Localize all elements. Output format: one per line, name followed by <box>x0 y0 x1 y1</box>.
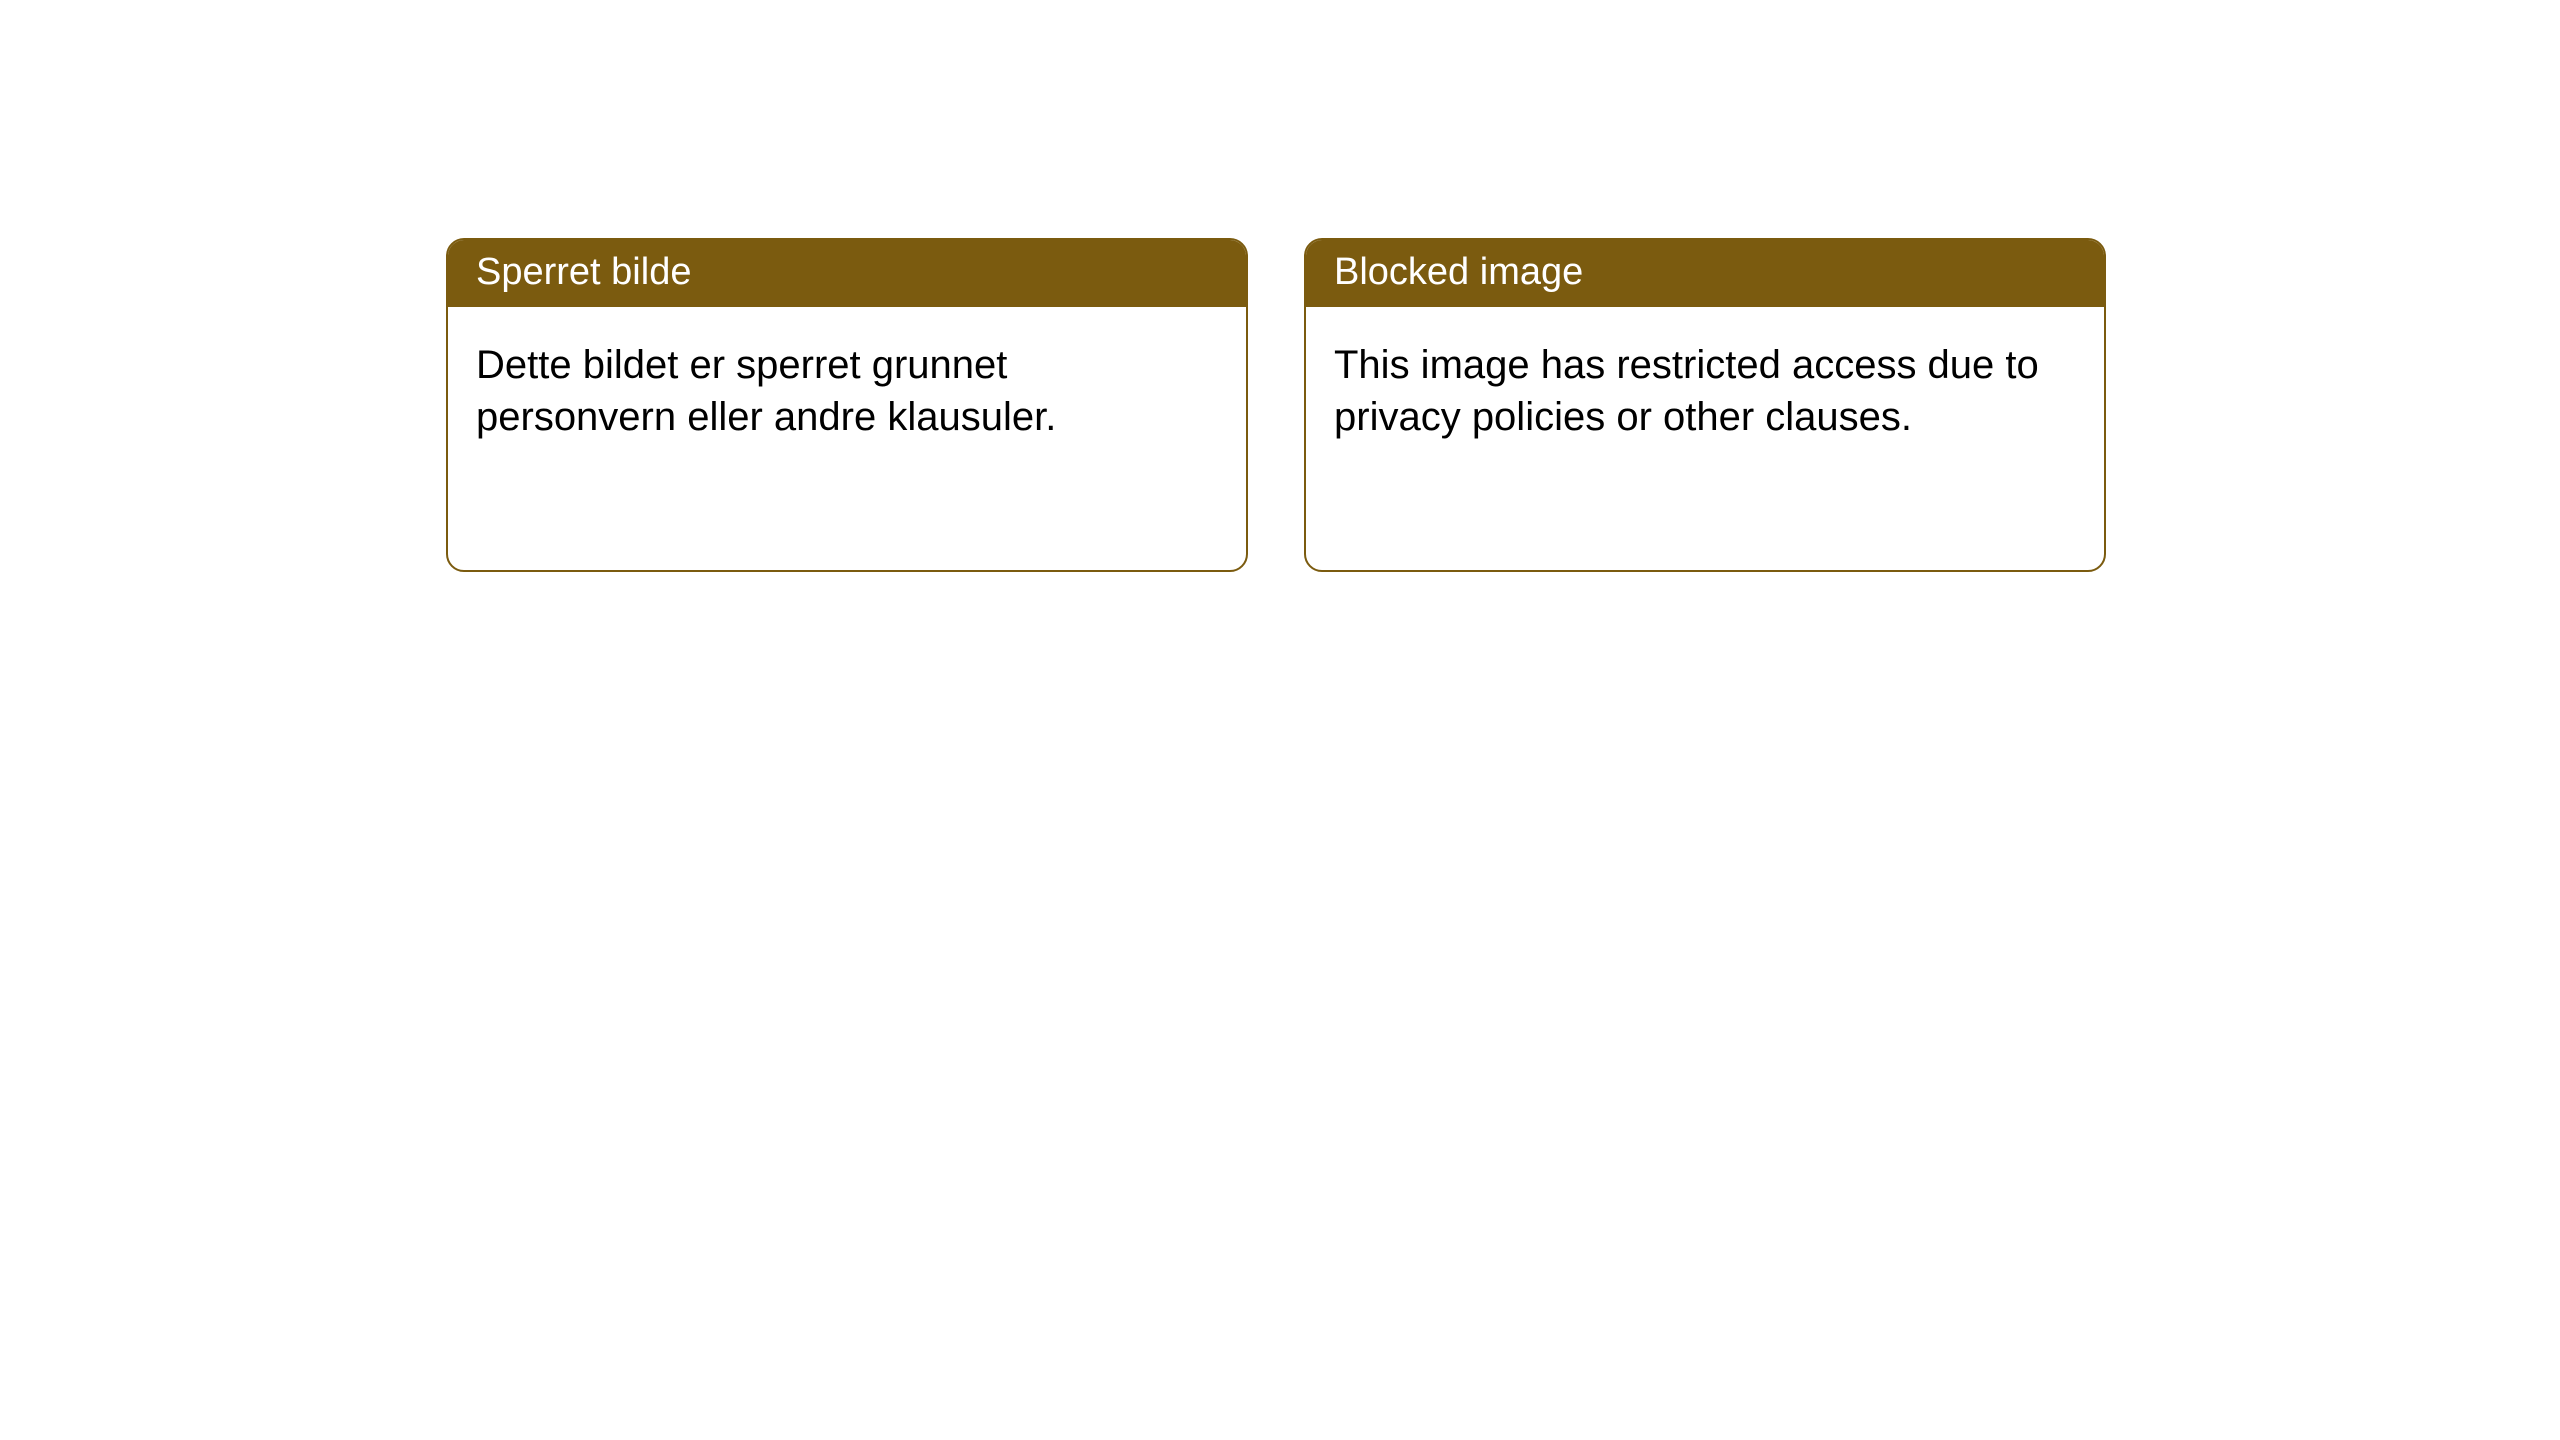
notice-body: Dette bildet er sperret grunnet personve… <box>448 307 1246 475</box>
notice-header: Sperret bilde <box>448 240 1246 307</box>
notice-box-norwegian: Sperret bilde Dette bildet er sperret gr… <box>446 238 1248 572</box>
notice-title: Sperret bilde <box>476 251 691 293</box>
notice-container: Sperret bilde Dette bildet er sperret gr… <box>0 0 2560 572</box>
notice-body: This image has restricted access due to … <box>1306 307 2104 475</box>
notice-body-text: This image has restricted access due to … <box>1334 343 2039 439</box>
notice-box-english: Blocked image This image has restricted … <box>1304 238 2106 572</box>
notice-title: Blocked image <box>1334 251 1583 293</box>
notice-body-text: Dette bildet er sperret grunnet personve… <box>476 343 1056 439</box>
notice-header: Blocked image <box>1306 240 2104 307</box>
